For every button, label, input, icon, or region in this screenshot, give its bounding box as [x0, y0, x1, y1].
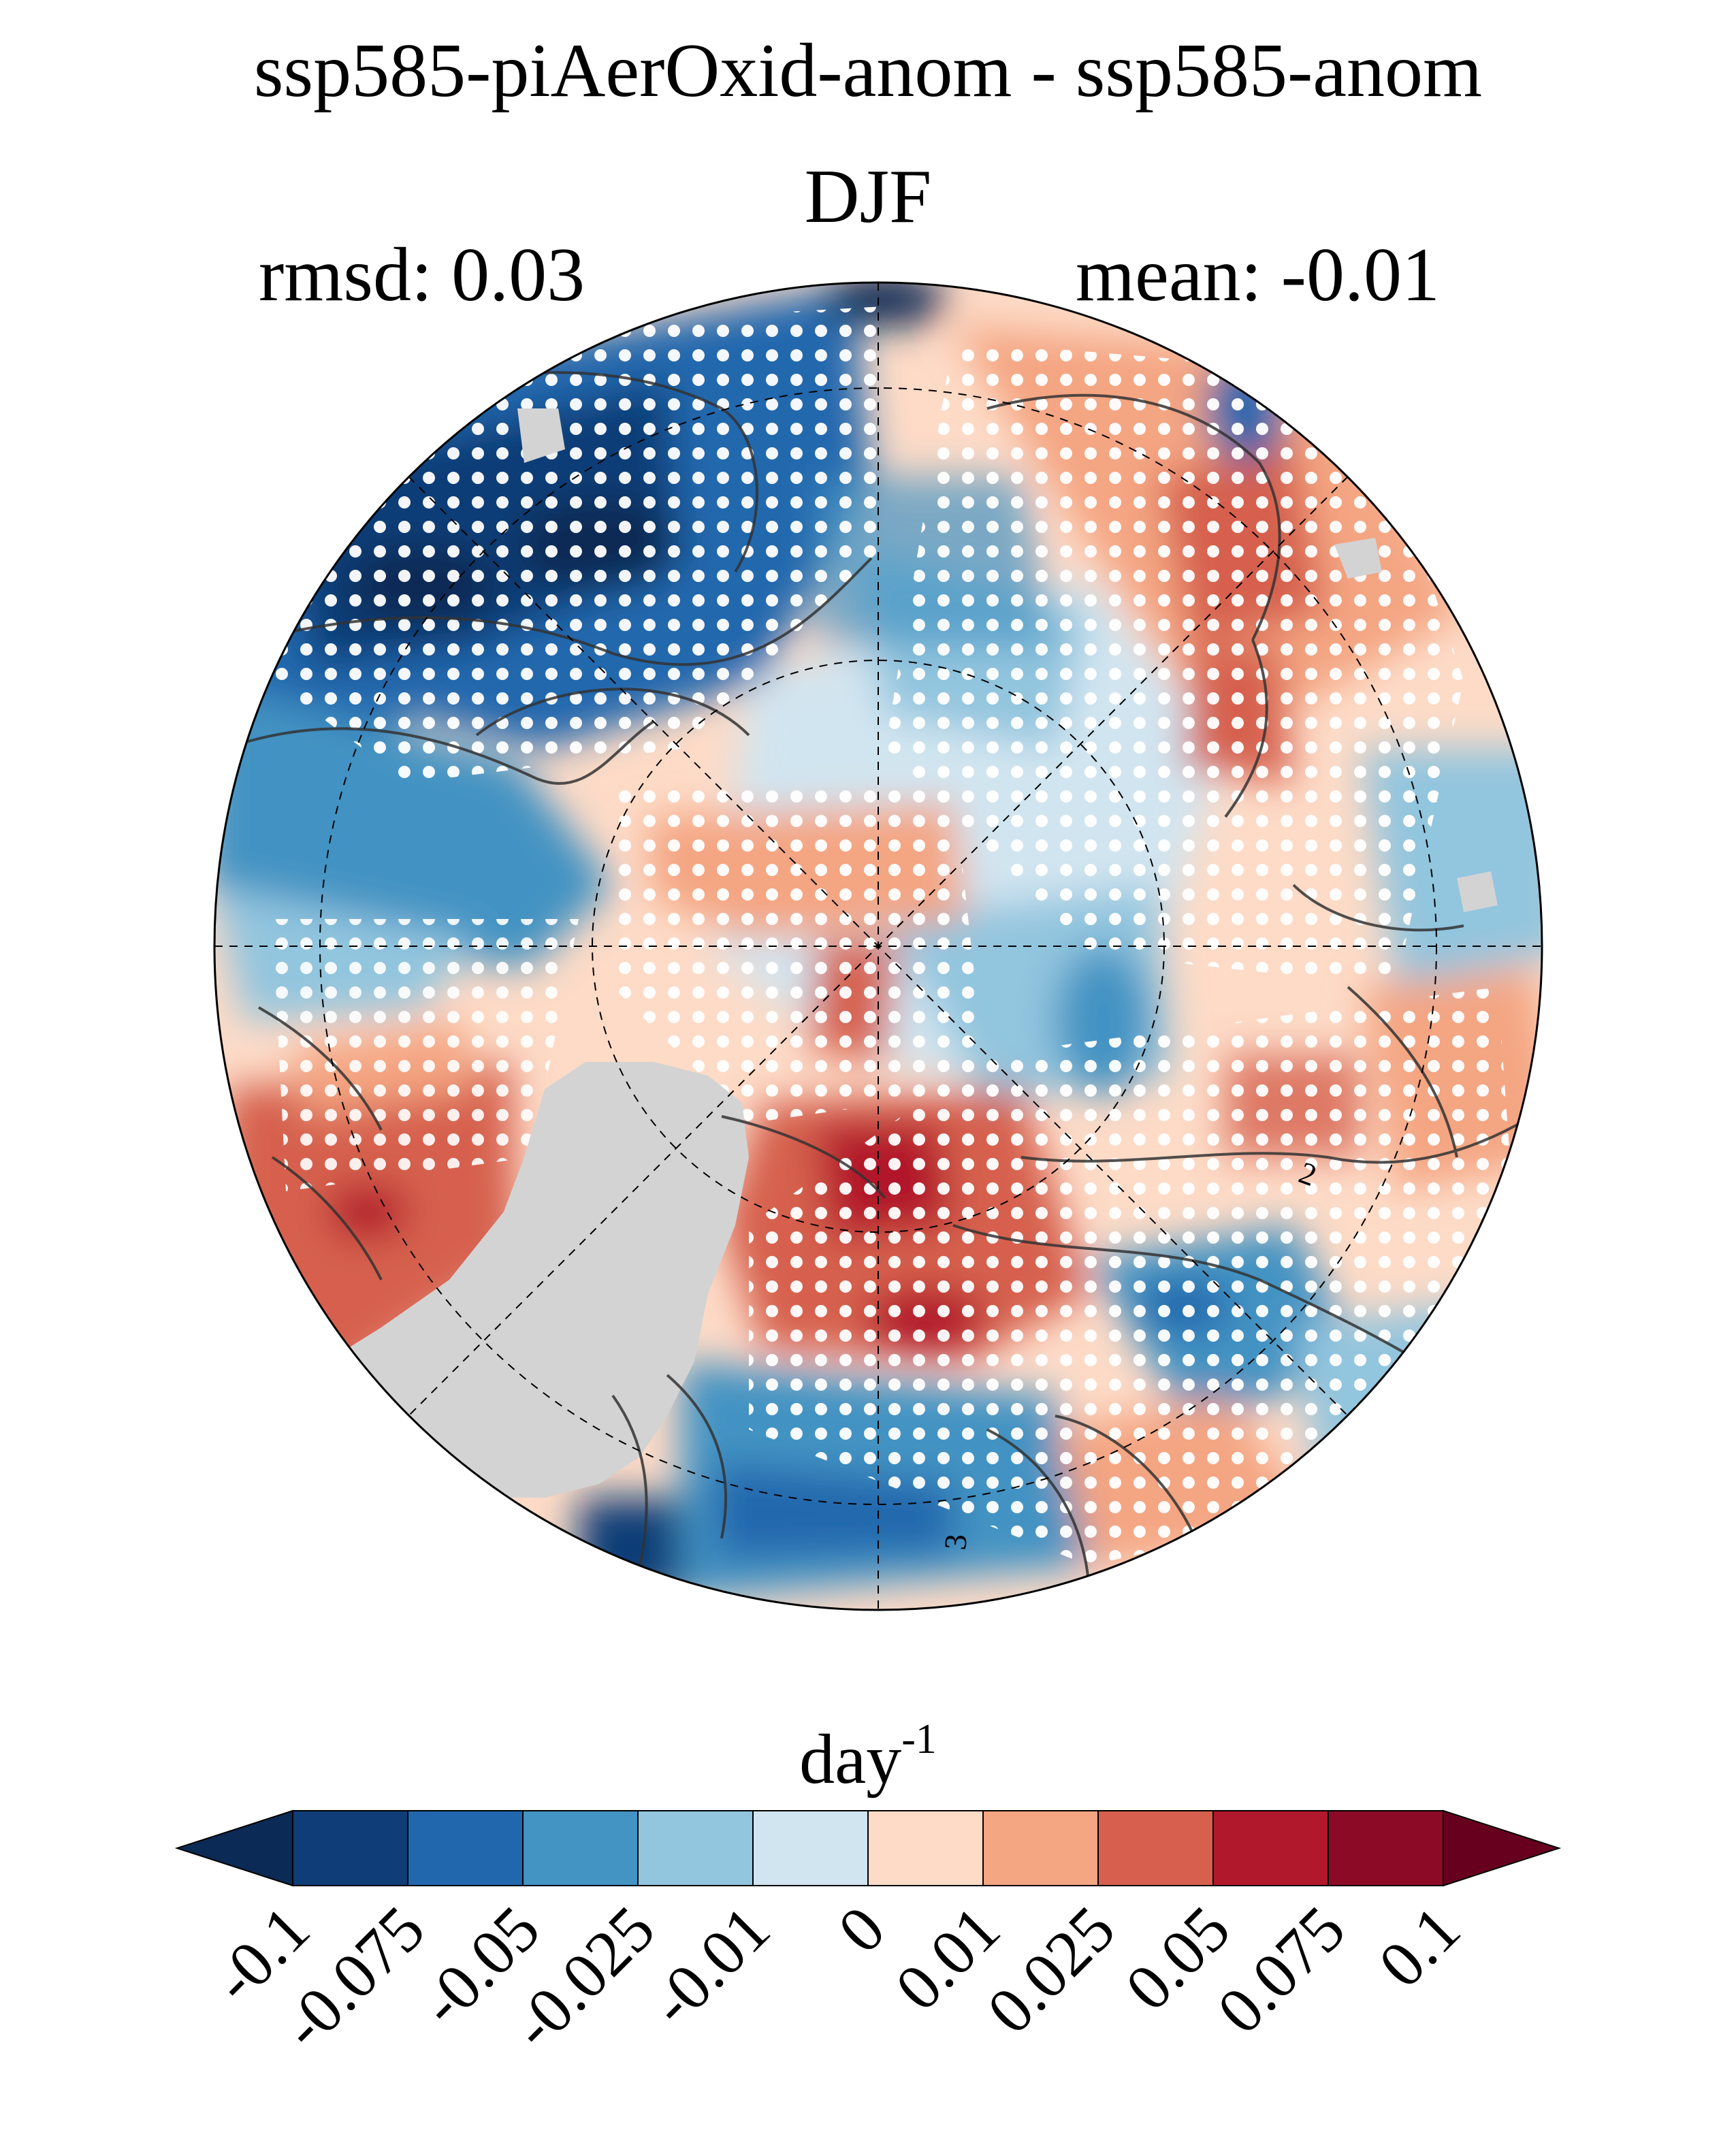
colorbar-tick-label: 0.1	[1364, 1892, 1474, 2001]
map-field	[214, 283, 1542, 1610]
mean-label: mean: -0.01	[1076, 233, 1440, 317]
units-base: day	[799, 1720, 902, 1798]
colorbar-segment	[752, 1810, 869, 1886]
colorbar-tick-label: -0.01	[636, 1892, 784, 2039]
units-exponent: -1	[901, 1716, 937, 1763]
rmsd-label: rmsd: 0.03	[259, 233, 585, 317]
greenland-mask	[327, 1062, 749, 1498]
colorbar-tick-label: 0	[824, 1892, 899, 1967]
map-boundary	[213, 281, 1543, 1611]
colorbar-segment	[407, 1810, 524, 1886]
colorbar-tick-label: 0.025	[973, 1892, 1128, 2047]
colorbar-units: day-1	[0, 1716, 1736, 1800]
colorbar-segment	[1212, 1810, 1329, 1886]
colorbar-segment	[1097, 1810, 1214, 1886]
colorbar-segment	[637, 1810, 754, 1886]
colorbar-extend-low	[174, 1809, 293, 1887]
contour-label-3: 3	[937, 1533, 974, 1551]
colorbar-segment	[982, 1810, 1099, 1886]
season-label: DJF	[804, 155, 932, 239]
colorbar-tick-label: 0.075	[1203, 1892, 1358, 2047]
polar-map: 2 3	[213, 281, 1543, 1611]
colorbar-segment	[1328, 1810, 1444, 1886]
colorbar-segment	[867, 1810, 984, 1886]
colorbar-segment	[522, 1810, 639, 1886]
colorbar-extend-high	[1443, 1809, 1562, 1887]
map-title: ssp585-piAerOxid-anom - ssp585-anom	[253, 29, 1483, 113]
colorbar-segment	[292, 1810, 408, 1886]
